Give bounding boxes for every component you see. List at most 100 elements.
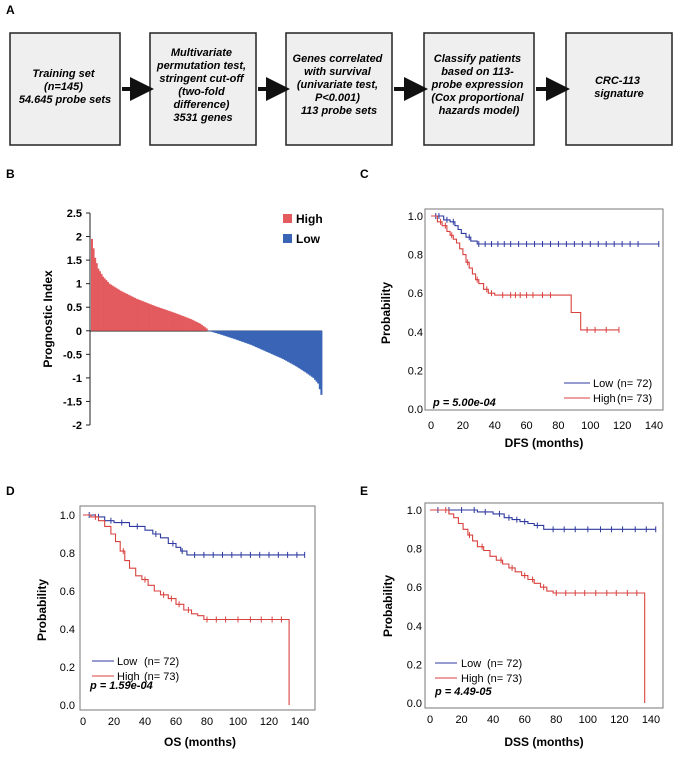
panel-label-c: C xyxy=(360,167,369,181)
legend-high-n: (n= 73) xyxy=(144,671,179,683)
x-tick-label: 0 xyxy=(428,420,434,432)
flow-line: hazards model) xyxy=(439,105,520,117)
bar-high xyxy=(141,301,144,331)
bar-low xyxy=(320,330,323,395)
y-tick-label: 0.5 xyxy=(67,302,82,314)
bar-low xyxy=(285,330,288,361)
y-tick-label: 0.2 xyxy=(407,659,422,671)
y-tick-label: 0.6 xyxy=(407,582,422,594)
y-tick-label: -0.5 xyxy=(63,349,82,361)
bar-high xyxy=(204,327,207,331)
bar-low xyxy=(208,330,211,332)
bar-low xyxy=(228,330,230,338)
bar-high xyxy=(149,304,152,331)
flow-line: (n=145) xyxy=(44,81,83,93)
bar-low xyxy=(309,330,312,376)
x-tick-label: 80 xyxy=(550,714,562,726)
bar-high xyxy=(154,306,157,331)
panel-label-b: B xyxy=(6,167,15,181)
bar-low xyxy=(291,330,294,365)
legend: Low (n= 72) High (n= 73) xyxy=(564,378,652,405)
legend-low-name: Low xyxy=(593,378,613,390)
bar-high xyxy=(170,311,173,331)
bar-high xyxy=(164,309,167,331)
bar-low xyxy=(267,330,270,353)
y-axis-label: Probability xyxy=(381,575,395,637)
bar-high xyxy=(126,293,129,331)
flow-box-3: Genes correlated with survival (univaria… xyxy=(285,32,393,146)
x-tick-label: 0 xyxy=(427,714,433,726)
legend-low-n: (n= 72) xyxy=(617,378,652,390)
bar-high xyxy=(153,305,156,331)
bar-high xyxy=(167,310,170,331)
legend: Low (n= 72) High (n= 73) xyxy=(435,658,522,685)
bar-low xyxy=(253,330,256,347)
flow-box-2: Multivariate permutation test, stringent… xyxy=(149,32,257,146)
flow-box-4-text: Classify patients based on 113- probe ex… xyxy=(431,53,527,117)
bar-high xyxy=(119,290,122,331)
bar-high xyxy=(100,273,103,331)
flow-box-2-text: Multivariate permutation test, stringent… xyxy=(156,47,249,124)
bar-low xyxy=(242,330,245,343)
km-curve-high xyxy=(430,509,646,703)
bar-high xyxy=(183,316,186,331)
legend-high-name: High xyxy=(461,673,484,685)
bar-high xyxy=(140,300,143,331)
bar-low xyxy=(271,330,274,355)
bar-high xyxy=(194,321,197,331)
flow-box-3-text: Genes correlated with survival (univaria… xyxy=(293,53,386,117)
x-tick-label: 140 xyxy=(291,716,309,728)
bar-low xyxy=(278,330,281,358)
flow-line: CRC-113 xyxy=(595,75,640,87)
legend-low-n: (n= 72) xyxy=(487,658,522,670)
bar-low xyxy=(245,330,248,344)
bar-low xyxy=(256,330,259,348)
y-tick-label: -1 xyxy=(72,373,82,385)
bar-low xyxy=(229,330,232,338)
legend-high-name: High xyxy=(593,393,616,405)
y-tick-label: 2 xyxy=(76,232,82,244)
y-tick-label: 0.2 xyxy=(408,365,423,377)
bar-low xyxy=(269,330,272,354)
bar-low xyxy=(306,330,309,374)
y-axis-label: Prognostic Index xyxy=(41,270,55,368)
bar-high xyxy=(202,326,205,331)
x-tick-label: 40 xyxy=(139,716,151,728)
bar-high xyxy=(95,263,98,331)
bar-low xyxy=(232,330,235,339)
bar-low xyxy=(218,330,221,335)
y-tick-label: 1.0 xyxy=(407,505,422,517)
bar-high xyxy=(157,307,160,331)
bar-low xyxy=(247,330,250,344)
plot-frame xyxy=(79,505,316,711)
km-plot-dfs: 0 20 40 60 80 100 120 140 0.0 0.2 0.4 0.6 0.8 1.0 DFS… xyxy=(379,208,664,450)
bar-low xyxy=(221,330,224,336)
y-tick-label: 1.0 xyxy=(60,510,75,522)
bar-high xyxy=(159,307,162,331)
bar-low xyxy=(301,330,304,371)
bar-high xyxy=(98,271,101,331)
p-value: p = 1.59e-04 xyxy=(89,680,153,692)
bar-low xyxy=(261,330,264,350)
bar-high xyxy=(156,306,159,331)
bar-high xyxy=(200,324,203,331)
bar-low xyxy=(282,330,285,360)
bar-low xyxy=(215,330,218,334)
x-tick-label: 20 xyxy=(455,714,467,726)
legend-high-n: (n= 73) xyxy=(617,393,652,405)
km-curve-low xyxy=(430,509,656,530)
bar-low xyxy=(239,330,242,341)
bar-low xyxy=(318,330,321,390)
x-axis-label: OS (months) xyxy=(164,735,236,749)
x-axis-label: DSS (months) xyxy=(504,735,583,749)
y-tick-label: 0.0 xyxy=(408,404,423,416)
x-tick-label: 120 xyxy=(613,420,631,432)
panel-label-d: D xyxy=(6,484,15,498)
bar-high xyxy=(138,300,141,331)
y-tick-label: 1.0 xyxy=(408,211,423,223)
flow-line: 113 probe sets xyxy=(301,105,377,117)
bar-high xyxy=(116,288,119,331)
flowchart: Training set (n=145) 54.645 probe sets M… xyxy=(9,32,673,146)
p-value: p = 4.49-05 xyxy=(434,686,492,698)
